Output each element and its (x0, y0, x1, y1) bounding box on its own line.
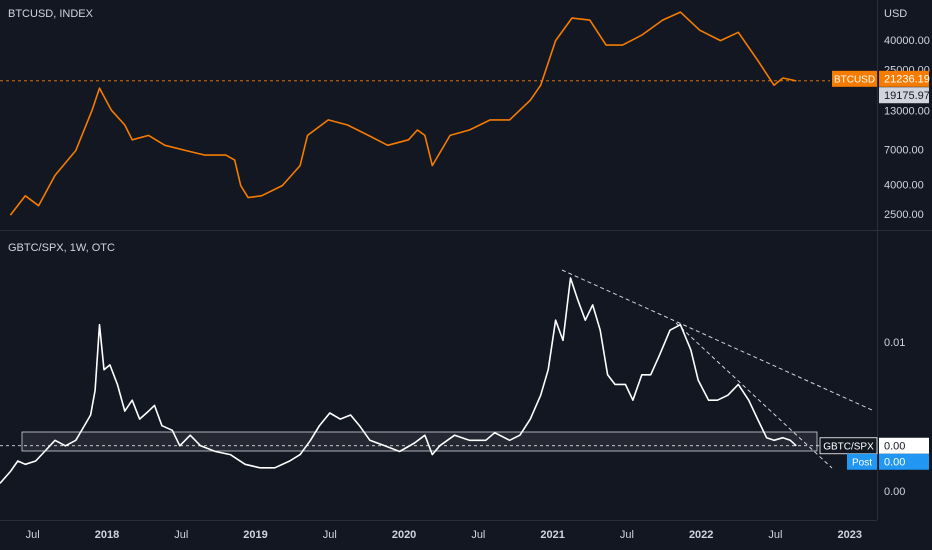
x-tick-label: 2023 (838, 529, 862, 541)
price-tag-box (879, 87, 929, 104)
y-tick-label: 40000.00 (884, 35, 930, 47)
y-tick-label: 0.00 (884, 486, 905, 498)
trend-line (561, 269, 873, 411)
y-tick-label: 13000.00 (884, 106, 930, 118)
price-tag-box (879, 70, 929, 87)
x-tick-label: Jul (768, 529, 782, 541)
x-tick-label: 2019 (243, 529, 267, 541)
x-tick-label: Jul (620, 529, 634, 541)
x-tick-label: Jul (323, 529, 337, 541)
x-tick-label: 2018 (95, 529, 119, 541)
price-tag-name-box (847, 453, 877, 470)
x-tick-label: Jul (174, 529, 188, 541)
x-tick-label: Jul (471, 529, 485, 541)
trend-line (675, 322, 833, 469)
price-line (0, 277, 797, 484)
x-tick-label: Jul (26, 529, 40, 541)
y-tick-label: 2500.00 (884, 209, 924, 221)
price-tag-box (879, 437, 929, 454)
pane-title: BTCUSD, INDEX (8, 8, 94, 20)
y-tick-label: 0.01 (884, 337, 905, 349)
price-tag-name: GBTC/SPX (823, 441, 874, 452)
price-line (9, 11, 797, 216)
y-tick-label: 4000.00 (884, 179, 924, 191)
price-tag-value: 0.00 (884, 441, 905, 453)
price-tag-name-box (832, 70, 877, 87)
price-tag-value: 19175.97 (884, 90, 930, 102)
price-tag-box (879, 453, 929, 470)
axis-unit: USD (884, 8, 907, 20)
range-box (21, 431, 818, 452)
x-tick-label: 2020 (392, 529, 416, 541)
x-tick-label: 2022 (689, 529, 713, 541)
price-tag-name: BTCUSD (834, 74, 875, 85)
pane-title: GBTC/SPX, 1W, OTC (8, 242, 115, 254)
price-tag-value: 21236.19 (884, 74, 930, 86)
price-tag-value: 0.00 (884, 457, 905, 469)
x-tick-label: 2021 (540, 529, 564, 541)
price-tag-name: Post (852, 457, 872, 468)
y-tick-label: 7000.00 (884, 144, 924, 156)
